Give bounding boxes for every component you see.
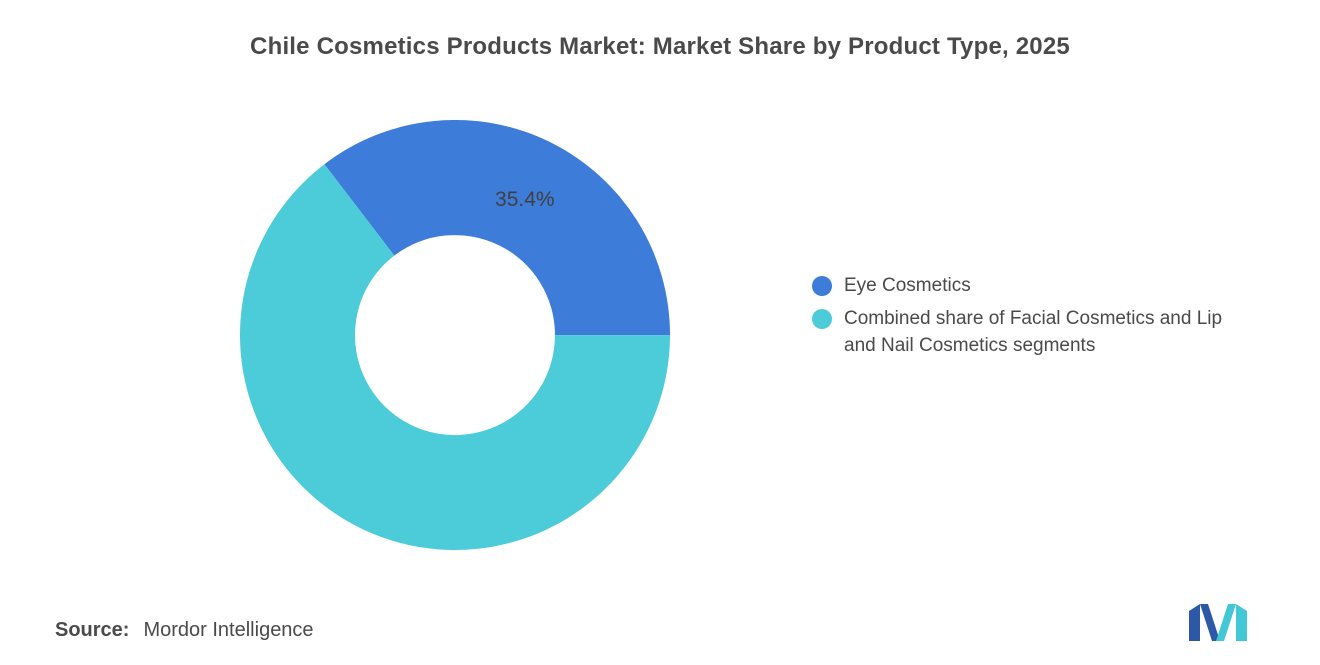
segment-data-label: 35.4% [495,188,555,211]
source-label: Source: [55,619,130,641]
donut-chart: 35.4% [240,120,670,550]
legend-item-eye-cosmetics: Eye Cosmetics [812,272,1272,299]
logo-shape-left-diagonal [1200,604,1220,641]
donut-segment-combined-facial-lip-nail [240,164,670,550]
legend-label-eye-cosmetics: Eye Cosmetics [844,275,971,296]
logo-shape-right-diagonal [1216,604,1236,641]
legend-swatch-eye-cosmetics [812,276,832,296]
logo-shape-right-bar [1236,604,1247,641]
chart-title: Chile Cosmetics Products Market: Market … [250,33,1070,60]
donut-chart-svg: 35.4% [240,120,670,550]
legend-label-combined-facial-lip-nail: Combined share of Facial Cosmetics and L… [844,308,1223,356]
legend-item-combined-facial-lip-nail: Combined share of Facial Cosmetics and L… [812,305,1272,359]
source-value: Mordor Intelligence [143,619,314,641]
legend: Eye Cosmetics Combined share of Facial C… [812,272,1272,365]
logo-shape-left-bar [1189,604,1200,641]
donut-segment-eye-cosmetics [324,120,670,336]
mordor-intelligence-logo [1189,604,1247,641]
legend-swatch-combined-facial-lip-nail [812,309,832,329]
source-line: Source: Mordor Intelligence [55,619,314,642]
